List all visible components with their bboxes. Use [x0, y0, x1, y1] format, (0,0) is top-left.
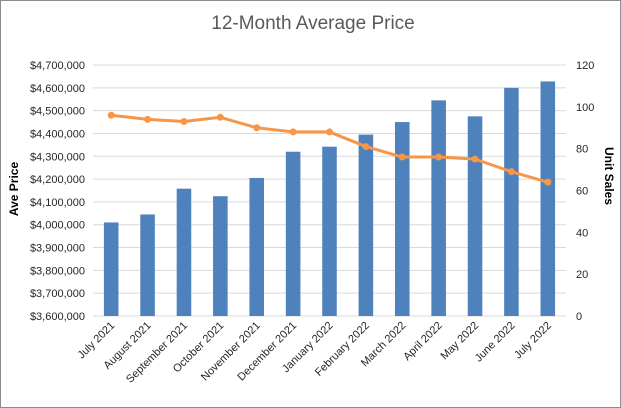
line-point — [471, 155, 479, 163]
line-point — [144, 115, 152, 123]
left-tick-label: $3,700,000 — [30, 288, 85, 300]
bar — [213, 196, 228, 316]
bar — [504, 87, 519, 317]
left-tick-label: $4,200,000 — [30, 174, 85, 186]
left-tick-label: $4,000,000 — [30, 220, 85, 232]
bar — [140, 214, 155, 316]
right-axis-label: Unit Sales — [602, 147, 616, 205]
line-point — [507, 168, 515, 176]
bar — [103, 222, 119, 316]
line-point — [326, 128, 333, 136]
left-tick-label: $4,700,000 — [30, 60, 85, 72]
x-tick-label: June 2022 — [473, 320, 518, 365]
right-tick-label: 120 — [576, 60, 594, 72]
line-point — [107, 111, 115, 119]
left-tick-label: $3,900,000 — [30, 243, 85, 255]
right-tick-label: 40 — [576, 227, 588, 239]
bar — [249, 177, 265, 316]
left-tick-label: $4,400,000 — [30, 128, 85, 140]
line-point — [435, 153, 443, 161]
left-axis-label: Ave Price — [7, 162, 21, 217]
left-tick-label: $4,100,000 — [30, 197, 85, 209]
chart-title: 12-Month Average Price — [211, 13, 415, 34]
line-point — [253, 124, 261, 132]
bar — [431, 100, 446, 316]
line-point — [544, 178, 552, 186]
right-tick-label: 60 — [576, 186, 588, 198]
line-point — [289, 128, 297, 136]
bar — [176, 188, 192, 316]
right-tick-label: 80 — [576, 144, 588, 156]
left-tick-label: $3,800,000 — [30, 265, 85, 277]
right-tick-label: 100 — [576, 102, 594, 114]
left-tick-label: $4,600,000 — [30, 83, 85, 95]
bar — [285, 151, 301, 316]
left-tick-label: $4,300,000 — [30, 151, 85, 163]
left-tick-label: $3,600,000 — [30, 311, 85, 323]
line-series — [107, 111, 552, 186]
bar — [322, 146, 337, 316]
line-point — [180, 117, 188, 125]
right-tick-label: 0 — [576, 311, 582, 323]
bar — [540, 81, 556, 316]
bar-series — [103, 81, 556, 317]
right-tick-label: 20 — [576, 269, 588, 281]
left-axis-ticks: $3,600,000 $3,700,000 $3,800,000 $3,900,000… — [30, 60, 85, 323]
line-point — [398, 153, 406, 161]
x-tick-label: July 2022 — [512, 320, 554, 362]
line-point — [216, 113, 224, 121]
right-axis-ticks: 0 20 40 60 80 100 120 — [576, 60, 594, 323]
bar — [358, 134, 374, 316]
bar — [394, 122, 410, 316]
line-point — [362, 143, 370, 151]
x-tick-label: April 2022 — [401, 320, 445, 364]
bar — [467, 116, 483, 316]
left-tick-label: $4,500,000 — [30, 106, 85, 118]
